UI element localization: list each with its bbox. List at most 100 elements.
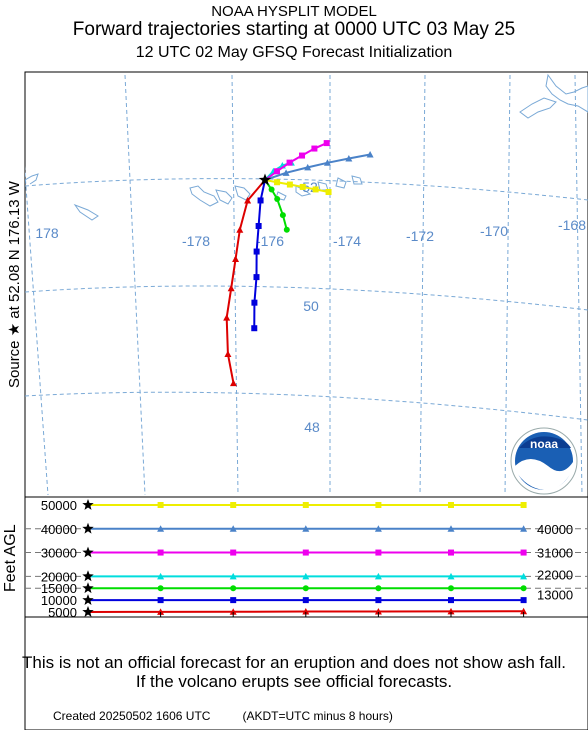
height-series-point [447,607,455,615]
trajectory-point [244,197,252,204]
height-series-point [302,608,310,615]
height-series-point [520,525,528,532]
height-series-point [520,572,528,580]
created-text: Created 20250502 1606 UTC [53,709,211,723]
logo-wave [515,459,573,491]
island-outline [25,173,39,185]
latitude-label: 48 [304,419,320,435]
time-note: (AKDT=UTC minus 8 hours) [242,709,393,723]
trajectory-point [323,159,331,166]
trajectory-point [279,212,286,219]
island-outline [335,177,347,189]
height-series-point [448,597,454,604]
start-star-icon [82,570,94,582]
height-tick-label-left: 10000 [41,593,77,608]
height-series-point [448,549,454,556]
height-series-point [302,549,309,556]
height-series-point [375,549,382,556]
map-gridlines [25,74,588,496]
height-series-point [302,525,310,532]
trajectory-point [366,151,374,158]
height-series-point [447,572,455,580]
longitude-label: -170 [480,223,508,239]
start-star-icon [82,499,94,510]
meridian-line [574,74,583,496]
height-series-point [302,502,309,508]
trajectory-point [274,196,281,203]
island-outline [275,191,287,201]
parallel-line [25,178,588,201]
height-series-point [374,608,382,615]
footer-frame [24,616,588,730]
trajectory-point [299,152,306,159]
trajectory-point [345,155,353,162]
chart-title: Forward trajectories starting at 0000 UT… [72,19,516,40]
trajectory-point [227,284,235,292]
start-star-icon [82,546,94,558]
trajectory-point [312,186,319,193]
trajectory-point [268,186,275,193]
trajectory-point [304,163,312,171]
island-outline [215,189,233,205]
height-series-point [448,585,454,592]
height-series-point [520,607,528,615]
longitude-label: -178 [182,233,210,249]
start-star-icon [82,594,94,605]
height-series-point [157,525,165,532]
trajectory-point [299,183,306,190]
trajectory-point [286,159,293,166]
trajectory-point [223,314,231,321]
logo-sky [519,436,571,448]
trajectories [223,140,374,387]
longitude-label: -174 [333,233,361,249]
trajectory-point [253,274,260,281]
longitude-label: 178 [35,225,59,241]
height-series-point [375,597,382,604]
trajectory-point [232,255,240,263]
height-tick-label-left: 50000 [41,498,77,513]
source-star-icon [258,173,272,186]
height-series-point [375,502,382,508]
height-series-point [520,502,527,508]
trajectory-point [251,325,258,332]
height-series-point [229,525,237,532]
trajectory-point [236,226,244,233]
longitude-label: -168 [558,217,586,233]
map-frame [24,71,588,498]
height-series-point [374,572,382,580]
height-series-point [157,502,164,508]
trajectory-point [323,140,330,147]
trajectory-point [311,145,318,152]
height-series-point [230,502,237,508]
parallel-line [25,285,588,311]
model-name: NOAA HYSPLIT MODEL [211,3,377,20]
height-series-point [520,597,527,604]
noaa-logo: noaa [510,427,578,495]
island-outline [351,175,363,185]
trajectory-point [224,350,232,358]
parallel-line [25,391,588,421]
height-series-point [230,597,237,604]
island-outline [73,203,99,221]
height-tick-label-left: 15000 [41,581,77,596]
disclaimer: This is not an official forecast for an … [22,653,566,691]
credit-line: Created 20250502 1606 UTC (AKDT=UTC minus… [53,709,393,723]
island-outline [189,185,219,207]
longitude-label: -176 [256,233,284,249]
height-tick-label-left: 30000 [41,546,77,561]
height-series-point [447,525,455,532]
height-series-point [302,572,310,580]
trajectory-point [255,223,262,230]
trajectory-line [264,153,371,181]
height-tick-label-right: 13000 [537,587,573,602]
meridian-line [25,165,49,496]
trajectory-point [274,179,281,186]
height-tick-label-right: 22000 [537,567,573,582]
trajectory-point [325,188,332,195]
height-series-point [157,549,164,556]
height-series-point [230,585,237,592]
height-series-point [374,525,382,532]
